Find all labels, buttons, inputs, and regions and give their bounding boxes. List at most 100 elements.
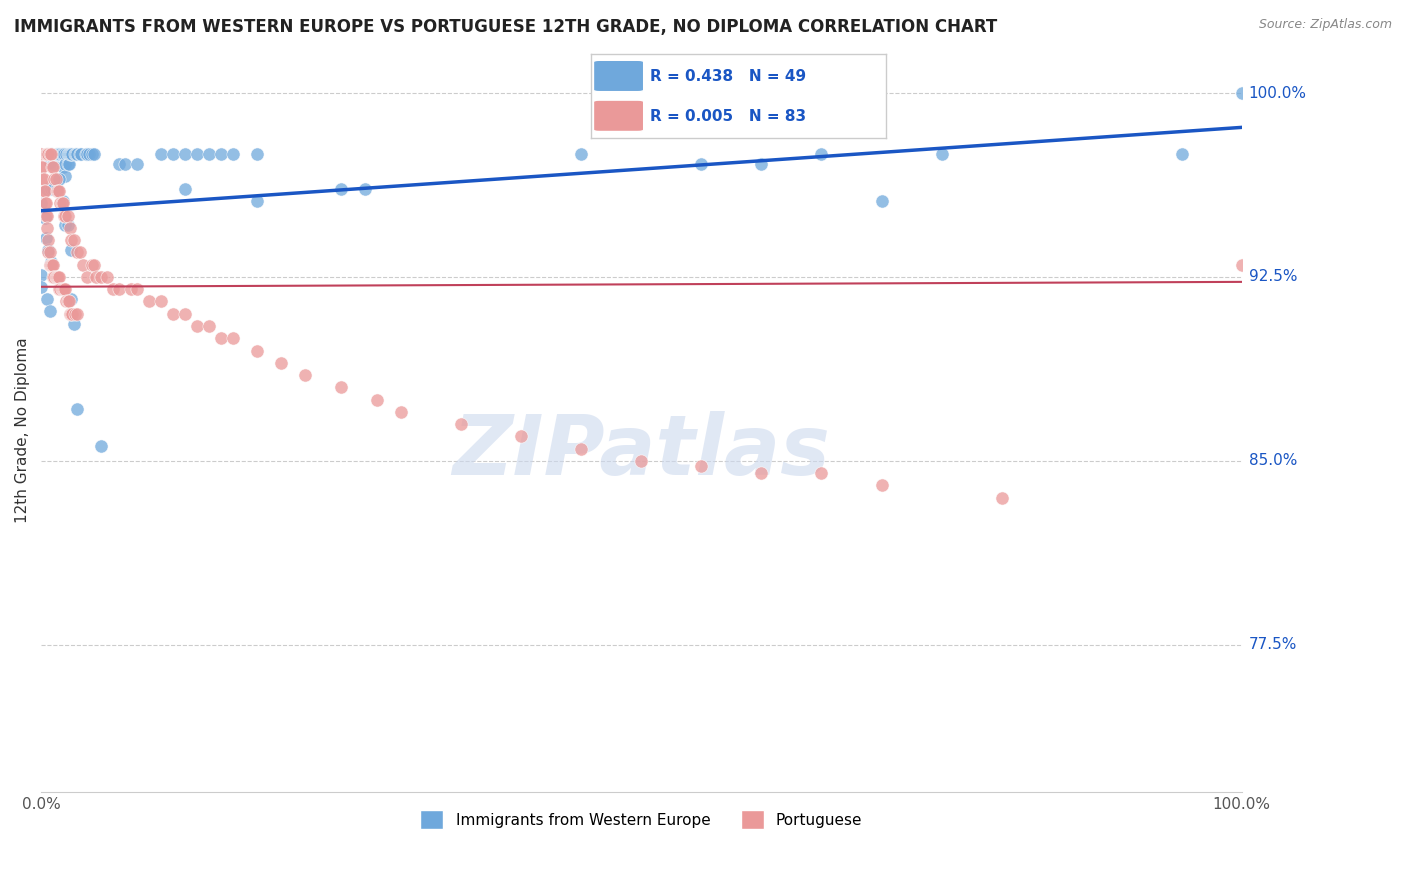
Point — [120, 282, 142, 296]
Y-axis label: 12th Grade, No Diploma: 12th Grade, No Diploma — [15, 337, 30, 523]
Point — [138, 294, 160, 309]
FancyBboxPatch shape — [593, 61, 644, 92]
Point — [46, 147, 69, 161]
Point — [209, 331, 232, 345]
Point — [49, 196, 72, 211]
Point — [108, 282, 131, 296]
Point — [354, 182, 377, 196]
Point — [59, 147, 82, 161]
Point — [389, 405, 412, 419]
Point — [60, 243, 83, 257]
Point — [330, 182, 353, 196]
Point — [48, 172, 70, 186]
Point — [810, 147, 832, 161]
Point — [41, 258, 63, 272]
Point — [37, 245, 59, 260]
Text: ZIPatlas: ZIPatlas — [453, 411, 831, 492]
Point — [45, 270, 67, 285]
Point — [53, 157, 76, 171]
Point — [30, 160, 52, 174]
Point — [65, 147, 87, 161]
Point — [39, 182, 62, 196]
Point — [51, 147, 73, 161]
Point — [52, 147, 75, 161]
Point — [42, 160, 65, 174]
Point — [37, 233, 59, 247]
Point — [52, 194, 75, 208]
Point — [39, 147, 62, 161]
Point — [41, 147, 63, 161]
Point — [42, 182, 65, 196]
Point — [150, 294, 173, 309]
Point — [80, 258, 103, 272]
Point — [42, 258, 65, 272]
Point — [35, 231, 58, 245]
Point — [330, 380, 353, 394]
Point — [60, 147, 83, 161]
Point — [52, 147, 75, 161]
Point — [52, 209, 75, 223]
Point — [990, 491, 1012, 505]
Point — [77, 147, 100, 161]
Point — [870, 194, 893, 208]
Point — [450, 417, 472, 431]
Point — [56, 294, 79, 309]
Point — [60, 307, 83, 321]
Point — [44, 270, 66, 285]
Point — [114, 157, 136, 171]
Point — [174, 307, 197, 321]
Point — [690, 157, 713, 171]
Point — [101, 282, 124, 296]
Point — [246, 343, 269, 358]
Point — [44, 172, 66, 186]
Point — [174, 147, 197, 161]
Point — [49, 147, 72, 161]
Point — [66, 245, 89, 260]
Point — [186, 147, 208, 161]
Point — [56, 147, 79, 161]
Point — [56, 157, 79, 171]
Point — [127, 282, 149, 296]
Point — [60, 233, 83, 247]
Point — [48, 270, 70, 285]
Point — [53, 209, 76, 223]
Point — [37, 243, 59, 257]
Point — [45, 147, 67, 161]
Point — [56, 219, 79, 233]
Point — [34, 184, 56, 198]
Point — [870, 478, 893, 492]
Point — [690, 458, 713, 473]
Point — [83, 258, 105, 272]
Point — [38, 245, 60, 260]
Point — [1170, 147, 1192, 161]
Point — [90, 270, 112, 285]
Point — [37, 221, 59, 235]
Point — [37, 147, 59, 161]
Point — [127, 157, 149, 171]
Point — [174, 182, 197, 196]
Point — [45, 182, 67, 196]
Point — [53, 169, 76, 184]
Point — [34, 211, 56, 226]
Text: IMMIGRANTS FROM WESTERN EUROPE VS PORTUGUESE 12TH GRADE, NO DIPLOMA CORRELATION : IMMIGRANTS FROM WESTERN EUROPE VS PORTUG… — [14, 18, 997, 36]
Point — [37, 182, 59, 196]
Point — [198, 318, 221, 333]
Point — [83, 147, 105, 161]
Text: 100.0%: 100.0% — [1249, 86, 1306, 101]
Point — [59, 307, 82, 321]
Legend: Immigrants from Western Europe, Portuguese: Immigrants from Western Europe, Portugue… — [415, 804, 869, 835]
Point — [60, 292, 83, 306]
Point — [246, 194, 269, 208]
Point — [162, 307, 184, 321]
Text: 85.0%: 85.0% — [1249, 453, 1296, 468]
Point — [52, 282, 75, 296]
Point — [53, 282, 76, 296]
Text: 77.5%: 77.5% — [1249, 637, 1296, 652]
Point — [37, 147, 59, 161]
Point — [569, 147, 592, 161]
Point — [52, 196, 75, 211]
Point — [35, 147, 58, 161]
Point — [510, 429, 533, 443]
Point — [751, 157, 773, 171]
Point — [630, 454, 652, 468]
